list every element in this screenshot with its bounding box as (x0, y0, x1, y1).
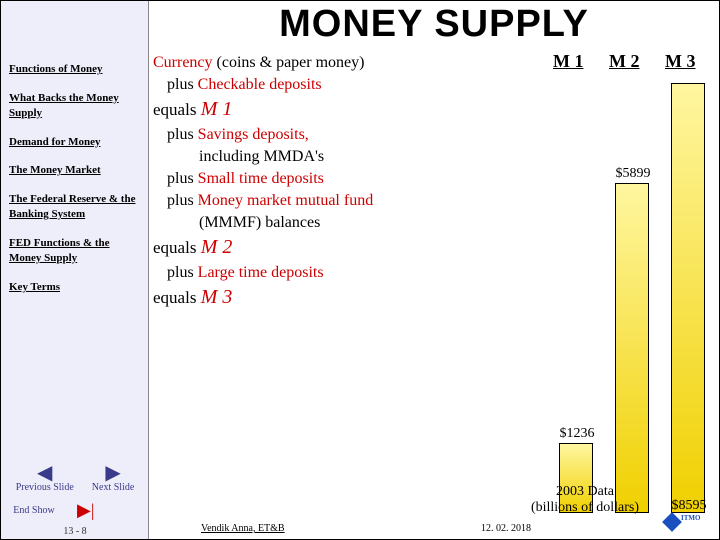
chart-header-m2: M 2 (609, 51, 640, 72)
next-arrow-icon: ▶ (105, 462, 120, 484)
txt-m2: M 2 (201, 236, 233, 258)
footer: Vendik Anna, ET&B 12. 02. 2018 (151, 523, 719, 537)
itmo-logo-icon (662, 512, 682, 532)
txt-currency-desc: (coins & paper money) (217, 54, 365, 71)
nav-fed-functions[interactable]: FED Functions & the Money Supply (1, 233, 148, 269)
next-slide-label: Next Slide (92, 482, 135, 493)
sidebar-nav: Functions of Money What Backs the Money … (1, 59, 148, 297)
footer-author: Vendik Anna, ET&B (201, 523, 285, 534)
txt-equals1: equals (153, 100, 201, 119)
bar-m3-label: $8595 (659, 498, 719, 514)
nav-key-terms[interactable]: Key Terms (1, 277, 148, 298)
sidebar: Functions of Money What Backs the Money … (1, 1, 149, 539)
bar-m1-label: $1236 (547, 426, 607, 442)
slide-number: 13 - 8 (1, 526, 149, 537)
txt-equals2: equals (153, 238, 201, 257)
txt-mmmf-bal: (MMMF) balances (153, 212, 543, 233)
page-title: MONEY SUPPLY (149, 1, 719, 46)
itmo-logo-text: ITMO (681, 515, 700, 522)
bar-m3: $8595 (671, 83, 705, 513)
txt-currency: Currency (153, 54, 217, 71)
chart-source-line2: (billions of dollars) (505, 500, 665, 515)
end-show-button[interactable]: End Show (9, 505, 59, 516)
txt-savings: Savings deposits, (194, 126, 309, 143)
previous-arrow-icon: ◀ (37, 462, 52, 484)
bar-m2-label: $5899 (603, 166, 663, 182)
txt-plus5: plus (167, 264, 194, 281)
txt-checkable: Checkable deposits (194, 76, 322, 93)
txt-equals3: equals (153, 288, 201, 307)
nav-what-backs[interactable]: What Backs the Money Supply (1, 88, 148, 124)
chart-source-line1: 2003 Data (505, 484, 665, 499)
txt-m3: M 3 (201, 286, 233, 308)
txt-plus4: plus (167, 192, 194, 209)
nav-functions-of-money[interactable]: Functions of Money (1, 59, 148, 80)
txt-mmda: including MMDA's (153, 146, 543, 167)
nav-federal-reserve[interactable]: The Federal Reserve & the Banking System (1, 189, 148, 225)
next-slide-button[interactable]: ▶ Next Slide (92, 464, 135, 493)
txt-plus2: plus (167, 126, 194, 143)
txt-plus1: plus (167, 76, 194, 93)
txt-plus3: plus (167, 170, 194, 187)
txt-mmmf: Money market mutual fund (194, 192, 374, 209)
footer-date: 12. 02. 2018 (481, 523, 531, 534)
txt-m1: M 1 (201, 98, 233, 120)
txt-small-time: Small time deposits (194, 170, 324, 187)
end-show-icon[interactable]: ▶| (77, 500, 94, 521)
bar-m2: $5899 (615, 183, 649, 513)
money-supply-chart: M 1 M 2 M 3 $1236 $5899 $8595 2003 Data … (539, 51, 715, 531)
previous-slide-button[interactable]: ◀ Previous Slide (16, 464, 74, 493)
chart-source: 2003 Data (billions of dollars) (505, 484, 665, 515)
nav-demand-for-money[interactable]: Demand for Money (1, 132, 148, 153)
chart-header-m3: M 3 (665, 51, 696, 72)
itmo-logo: ITMO (665, 515, 715, 535)
content-body: Currency (coins & paper money) plus Chec… (153, 51, 543, 311)
nav-money-market[interactable]: The Money Market (1, 160, 148, 181)
previous-slide-label: Previous Slide (16, 482, 74, 493)
chart-header-m1: M 1 (553, 51, 584, 72)
txt-large-time: Large time deposits (194, 264, 324, 281)
